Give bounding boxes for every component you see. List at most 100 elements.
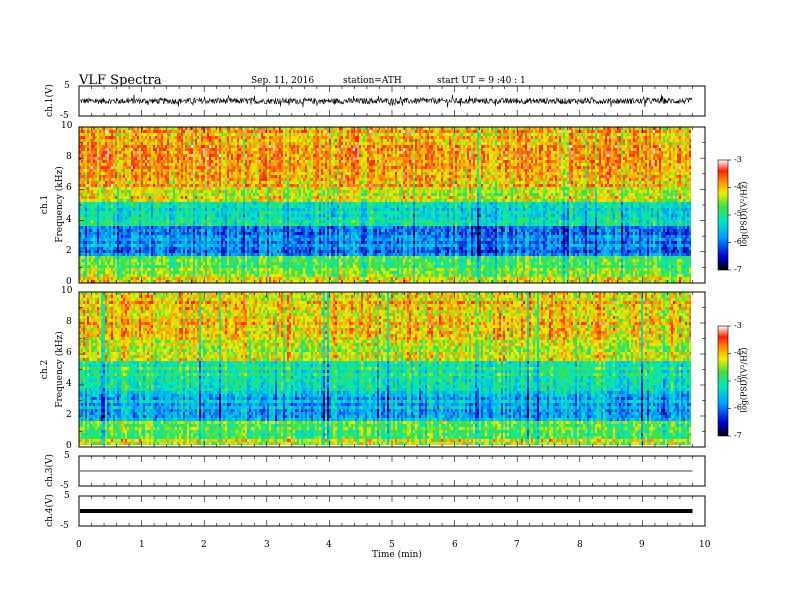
spectrogram-cell: [591, 151, 593, 154]
spectrogram-cell: [297, 172, 299, 175]
spectrogram-cell: [145, 142, 147, 145]
spectrogram-cell: [535, 130, 537, 133]
spectrogram-cell: [471, 130, 473, 133]
spectrogram-cell: [265, 163, 267, 166]
spectrogram-cell: [521, 133, 523, 136]
spectrogram-cell: [229, 151, 231, 154]
spectrogram-cell: [189, 148, 191, 151]
spectrogram-cell: [673, 133, 675, 136]
spectrogram-cell: [363, 133, 365, 136]
spectrogram-cell: [621, 133, 623, 136]
spectrogram-cell: [181, 157, 183, 160]
spectrogram-cell: [303, 127, 305, 130]
spectrogram-cell: [325, 154, 327, 157]
spectrogram-cell: [181, 160, 183, 163]
spectrogram-cell: [465, 163, 467, 166]
spectrogram-cell: [253, 172, 255, 175]
spectrogram-cell: [261, 145, 263, 148]
spectrogram-cell: [285, 127, 287, 130]
spectrogram-cell: [285, 172, 287, 175]
spectrogram-cell: [147, 139, 149, 142]
spectrogram-cell: [413, 145, 415, 148]
spectrogram-cell: [247, 139, 249, 142]
spectrogram-cell: [509, 130, 511, 133]
spectrogram-cell: [663, 148, 665, 151]
spectrogram-cell: [661, 139, 663, 142]
spectrogram-cell: [467, 145, 469, 148]
spectrogram-cell: [457, 157, 459, 160]
spectrogram-cell: [563, 166, 565, 169]
spectrogram-cell: [637, 157, 639, 160]
spectrogram-cell: [605, 169, 607, 172]
spectrogram-cell: [181, 166, 183, 169]
spectrogram-cell: [615, 136, 617, 139]
spectrogram-cell: [159, 139, 161, 142]
spectrogram-cell: [565, 166, 567, 169]
spectrogram-cell: [421, 139, 423, 142]
spectrogram-cell: [567, 163, 569, 166]
spectrogram-cell: [597, 157, 599, 160]
spectrogram-cell: [469, 157, 471, 160]
spectrogram-cell: [665, 145, 667, 148]
spectrogram-cell: [133, 166, 135, 169]
spectrogram-cell: [427, 157, 429, 160]
spectrogram-cell: [139, 154, 141, 157]
spectrogram-cell: [595, 136, 597, 139]
spectrogram-cell: [387, 166, 389, 169]
spectrogram-cell: [153, 130, 155, 133]
spectrogram-cell: [621, 163, 623, 166]
spectrogram-cell: [283, 172, 285, 175]
spectrogram-cell: [339, 160, 341, 163]
spectrogram-cell: [655, 139, 657, 142]
spectrogram-cell: [657, 133, 659, 136]
spectrogram-cell: [199, 160, 201, 163]
spectrogram-cell: [211, 154, 213, 157]
spectrogram-cell: [251, 175, 253, 178]
spectrogram-cell: [633, 145, 635, 148]
spectrogram-cell: [295, 133, 297, 136]
spectrogram-cell: [251, 172, 253, 175]
spectrogram-cell: [231, 169, 233, 172]
spectrogram-cell: [245, 151, 247, 154]
spectrogram-cell: [91, 160, 93, 163]
spectrogram-cell: [547, 151, 549, 154]
spectrogram-cell: [643, 136, 645, 139]
spectrogram-cell: [673, 166, 675, 169]
spectrogram-cell: [537, 145, 539, 148]
spectrogram-cell: [433, 133, 435, 136]
spectrogram-cell: [641, 136, 643, 139]
spectrogram-cell: [163, 160, 165, 163]
spectrogram-cell: [265, 157, 267, 160]
spectrogram-cell: [189, 166, 191, 169]
spectrogram-cell: [461, 169, 463, 172]
spectrogram-cell: [375, 166, 377, 169]
spectrogram-cell: [653, 127, 655, 130]
spectrogram-cell: [681, 151, 683, 154]
spectrogram-cell: [505, 142, 507, 145]
spectrogram-cell: [277, 151, 279, 154]
spectrogram-cell: [161, 157, 163, 160]
spectrogram-cell: [279, 154, 281, 157]
spectrogram-cell: [481, 166, 483, 169]
spectrogram-cell: [617, 163, 619, 166]
spectrogram-cell: [687, 133, 689, 136]
spectrogram-cell: [169, 154, 171, 157]
spectrogram-cell: [395, 163, 397, 166]
spectrogram-cell: [183, 127, 185, 130]
spectrogram-cell: [177, 154, 179, 157]
spectrogram-cell: [135, 154, 137, 157]
spectrogram-cell: [359, 148, 361, 151]
spectrogram-cell: [311, 130, 313, 133]
spectrogram-cell: [585, 130, 587, 133]
spectrogram-cell: [473, 142, 475, 145]
spectrogram-cell: [193, 163, 195, 166]
spectrogram-cell: [527, 160, 529, 163]
spectrogram-cell: [675, 160, 677, 163]
spectrogram-cell: [323, 145, 325, 148]
spectrogram-cell: [593, 133, 595, 136]
spectrogram-cell: [341, 151, 343, 154]
spectrogram-cell: [643, 142, 645, 145]
spectrogram-cell: [111, 136, 113, 139]
spectrogram-cell: [325, 172, 327, 175]
spectrogram-cell: [441, 136, 443, 139]
